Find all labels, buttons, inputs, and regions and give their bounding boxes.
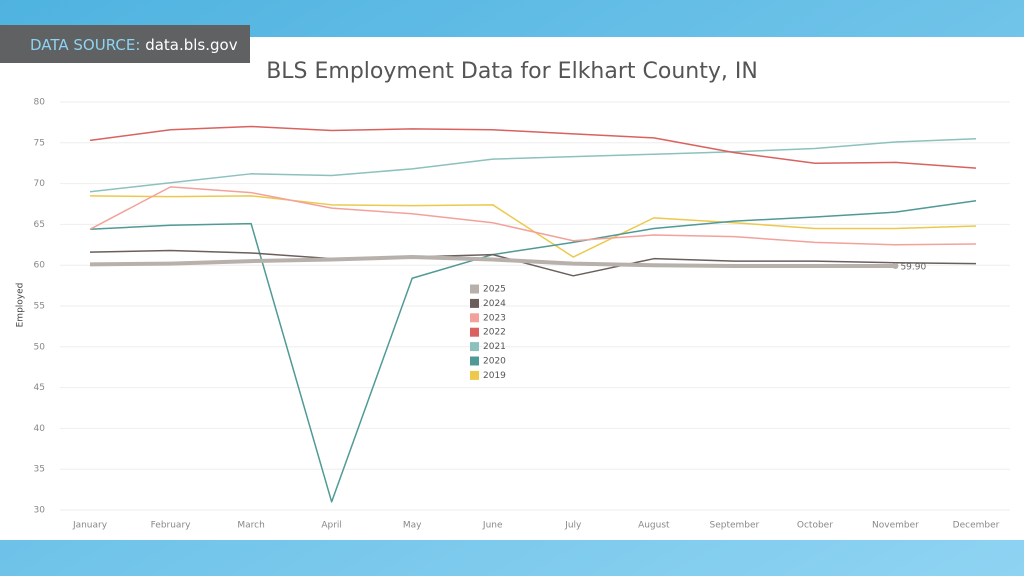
source-box: [0, 25, 250, 63]
panel: [0, 37, 1024, 540]
x-tick-label: February: [151, 521, 192, 531]
chart-title: BLS Employment Data for Elkhart County, …: [266, 59, 758, 84]
x-tick-label: March: [237, 521, 264, 531]
series-line: [89, 195, 977, 258]
x-tick-label: April: [321, 521, 342, 531]
legend-label: 2021: [483, 342, 506, 352]
data-label: 59.90: [900, 263, 926, 273]
series-line: [89, 186, 977, 246]
x-tick-label: September: [709, 521, 759, 531]
series-line: [89, 137, 977, 193]
source-label-text: DATA SOURCE:: [30, 36, 140, 54]
y-tick-label: 40: [34, 424, 46, 434]
legend-label: 2023: [483, 313, 506, 323]
y-tick-label: 35: [34, 465, 45, 475]
point-marker: [892, 263, 899, 270]
legend-swatch: [470, 356, 479, 366]
y-tick-label: 45: [34, 383, 45, 393]
y-tick-label: 75: [34, 138, 45, 148]
legend-label: 2024: [483, 299, 506, 309]
x-tick-label: October: [797, 521, 833, 531]
legend-swatch: [470, 342, 479, 352]
y-tick-label: 80: [34, 98, 46, 108]
y-tick-label: 60: [34, 261, 46, 271]
y-tick-label: 30: [34, 506, 46, 516]
legend-swatch: [470, 313, 479, 323]
legend-label: 2020: [483, 357, 506, 367]
y-tick-label: 50: [34, 342, 46, 352]
y-axis-label: Employed: [16, 283, 26, 328]
source-value: data.bls.gov: [145, 36, 238, 54]
legend-swatch: [470, 284, 479, 294]
x-tick-label: July: [564, 521, 582, 531]
x-tick-label: June: [482, 521, 503, 531]
x-tick-label: December: [953, 521, 1000, 531]
legend-label: 2025: [483, 285, 506, 295]
legend-swatch: [470, 298, 479, 308]
legend-swatch: [470, 327, 479, 337]
legend-label: 2019: [483, 371, 506, 381]
x-tick-label: May: [403, 521, 422, 531]
legend-swatch: [470, 370, 479, 380]
y-tick-label: 65: [34, 220, 45, 230]
y-tick-label: 55: [34, 302, 45, 312]
x-tick-label: January: [72, 521, 108, 531]
y-tick-label: 70: [34, 179, 46, 189]
series-line: [89, 199, 977, 503]
legend-label: 2022: [483, 328, 506, 338]
series-line: [89, 255, 896, 269]
x-tick-label: August: [638, 521, 670, 531]
series-line: [89, 249, 977, 277]
source-label: DATA SOURCE: data.bls.gov: [30, 36, 238, 54]
series-line: [89, 125, 977, 169]
x-tick-label: November: [872, 521, 919, 531]
